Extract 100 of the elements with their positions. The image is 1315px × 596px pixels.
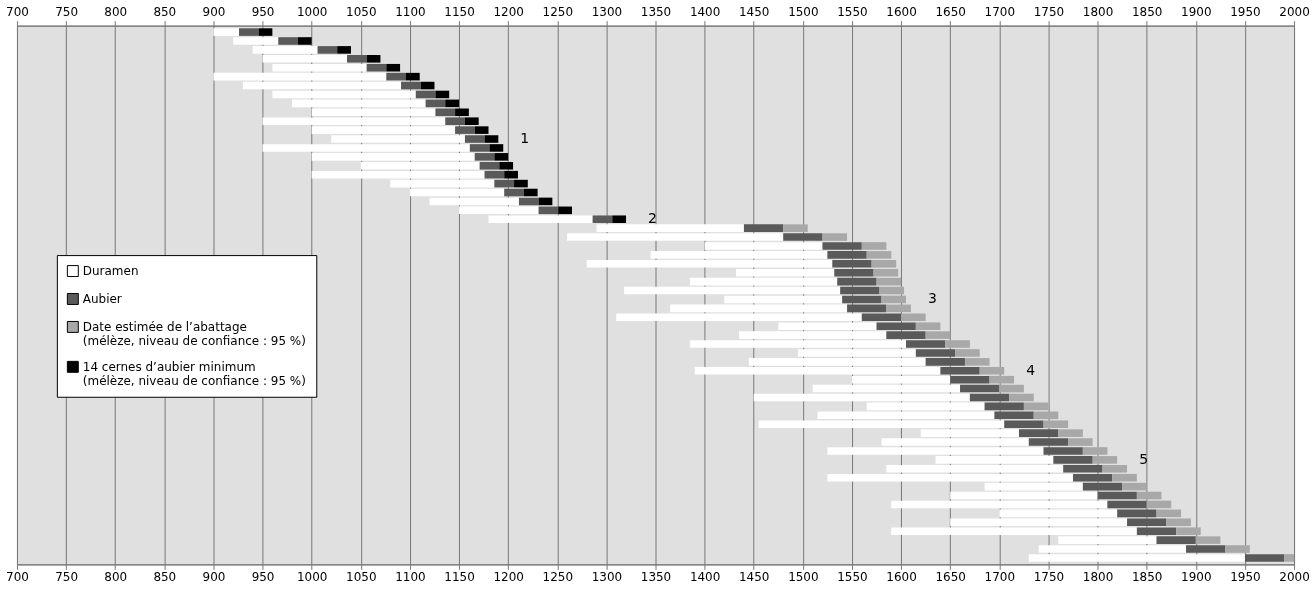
x-tick-label: 1850 — [1131, 569, 1163, 584]
bar — [558, 206, 572, 215]
bar — [866, 402, 985, 411]
x2-tick-label: 2000 — [1279, 5, 1310, 20]
annotation: 2 — [647, 210, 657, 227]
bar — [743, 224, 784, 232]
annotation: 3 — [927, 290, 937, 307]
bar — [881, 295, 907, 304]
x2-tick-label: 1800 — [1082, 5, 1114, 20]
x-tick-label: 1350 — [640, 569, 672, 584]
bar — [347, 55, 367, 63]
bar — [523, 188, 538, 197]
x-tick-label: 1750 — [1033, 569, 1065, 584]
x-tick-label: 2000 — [1279, 569, 1310, 584]
x-tick-label: 1600 — [886, 569, 917, 584]
bar — [409, 188, 505, 197]
x2-tick-label: 1750 — [1033, 5, 1065, 20]
annotation: 4 — [1026, 361, 1036, 378]
annotation: 5 — [1139, 450, 1149, 467]
bar — [401, 81, 421, 90]
bar — [366, 63, 387, 72]
x2-tick-label: 1400 — [689, 5, 721, 20]
bar — [258, 28, 273, 36]
x-tick-label: 1500 — [788, 569, 819, 584]
bar — [1082, 482, 1123, 491]
x-tick-label: 850 — [153, 569, 177, 584]
x2-tick-label: 1100 — [395, 5, 426, 20]
x-tick-label: 1150 — [444, 569, 475, 584]
bar — [783, 233, 823, 241]
legend-label: Duramen — [82, 264, 139, 279]
bar — [822, 233, 848, 241]
x2-tick-label: 700 — [6, 5, 29, 20]
bar — [960, 384, 1000, 393]
x-tick-label: 750 — [55, 569, 79, 584]
x-tick-label: 1900 — [1181, 569, 1212, 584]
x-tick-label: 950 — [251, 569, 275, 584]
bar — [292, 99, 426, 108]
bar — [435, 90, 450, 99]
x2-tick-label: 1900 — [1181, 5, 1212, 20]
bar — [317, 46, 338, 54]
legend-label: Aubier — [82, 291, 122, 306]
x-tick-label: 1000 — [296, 569, 328, 584]
x2-tick-label: 1200 — [493, 5, 524, 20]
bar — [1146, 500, 1172, 509]
x-tick-label: 800 — [104, 569, 128, 584]
bar — [812, 384, 961, 393]
bar — [238, 28, 259, 36]
bar — [969, 393, 1010, 402]
x2-tick-label: 1600 — [886, 5, 917, 20]
x-tick-label: 1250 — [542, 569, 573, 584]
bar — [366, 55, 381, 63]
bar — [514, 179, 528, 188]
x2-tick-label: 1350 — [640, 5, 672, 20]
x2-tick-label: 750 — [55, 5, 79, 20]
bar — [984, 402, 1024, 411]
x-tick-label: 1800 — [1082, 569, 1114, 584]
legend-label: Date estimée de l’abattage (mélèze, niveau de confiance : 95 %) — [82, 319, 306, 348]
x2-tick-label: 1250 — [542, 5, 573, 20]
x2-tick-label: 1050 — [346, 5, 377, 20]
bar — [592, 215, 613, 224]
x2-tick-label: 900 — [202, 5, 226, 20]
bar — [242, 81, 402, 90]
bar — [879, 286, 905, 295]
bar — [612, 215, 627, 224]
bar — [624, 286, 841, 295]
x-tick-label: 1700 — [984, 569, 1016, 584]
x-tick-label: 1650 — [935, 569, 966, 584]
x-tick-label: 900 — [202, 569, 226, 584]
bar — [1225, 545, 1250, 553]
bar — [1009, 393, 1034, 402]
bar — [278, 37, 298, 45]
bar — [724, 295, 843, 304]
x2-tick-label: 1450 — [739, 5, 770, 20]
bar — [386, 72, 406, 81]
bar — [999, 384, 1024, 393]
x2-tick-label: 1650 — [935, 5, 966, 20]
bar — [445, 99, 460, 108]
bar — [753, 393, 970, 402]
x-tick-label: 1400 — [689, 569, 721, 584]
x-tick-label: 1950 — [1230, 569, 1261, 584]
bar — [1107, 500, 1147, 509]
bar — [1244, 554, 1285, 562]
x-tick-label: 1300 — [591, 569, 623, 584]
x2-tick-label: 1550 — [837, 5, 868, 20]
annotation: 1 — [520, 130, 530, 147]
x-tick-label: 1200 — [493, 569, 524, 584]
bar — [950, 491, 1098, 500]
bar — [429, 197, 519, 206]
x2-tick-label: 1300 — [591, 5, 623, 20]
x2-tick-label: 850 — [153, 5, 177, 20]
bar — [297, 37, 312, 45]
bar — [405, 72, 420, 81]
bar — [518, 197, 539, 206]
x2-tick-label: 1850 — [1131, 5, 1163, 20]
x2-tick-label: 1150 — [444, 5, 475, 20]
x-tick-label: 700 — [6, 569, 29, 584]
bar — [1136, 491, 1162, 500]
bar — [984, 482, 1083, 491]
bar — [337, 46, 351, 54]
x2-tick-label: 1700 — [984, 5, 1016, 20]
